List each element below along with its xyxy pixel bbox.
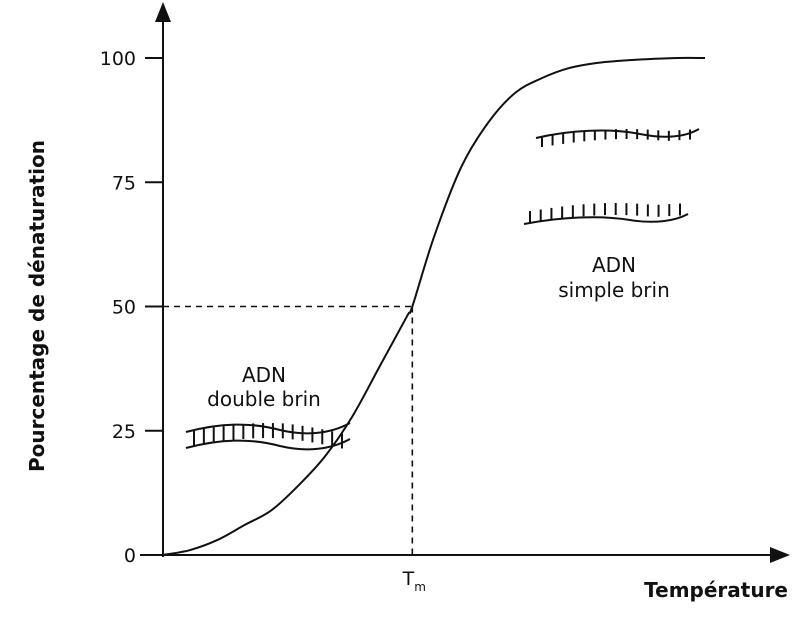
single-strand-dna-illustration [523,128,700,225]
annotation-double-strand-line1: ADN [242,363,286,387]
y-tick-label: 100 [100,48,136,70]
y-axis-arrow [155,2,171,22]
y-axis-title: Pourcentage de dénaturation [25,140,49,472]
annotation-single-strand-line1: ADN [592,253,636,277]
y-tick-label: 25 [112,421,136,443]
tm-label-subscript: m [414,580,426,594]
y-tick-label: 75 [112,172,136,194]
y-tick-label: 0 [124,545,136,567]
denaturation-curve [162,56,706,556]
tm-label: Tm [402,568,426,594]
annotation-double-strand-line2: double brin [207,387,321,411]
x-axis-arrow [770,547,790,563]
annotation-single-strand-line2: simple brin [558,278,670,302]
double-strand-dna-illustration [185,422,351,451]
tm-label-main: T [402,568,415,590]
y-tick-label: 50 [112,297,136,319]
x-axis-title: Température [644,578,788,602]
y-ticks: 0 25 50 75 100 [100,48,163,567]
